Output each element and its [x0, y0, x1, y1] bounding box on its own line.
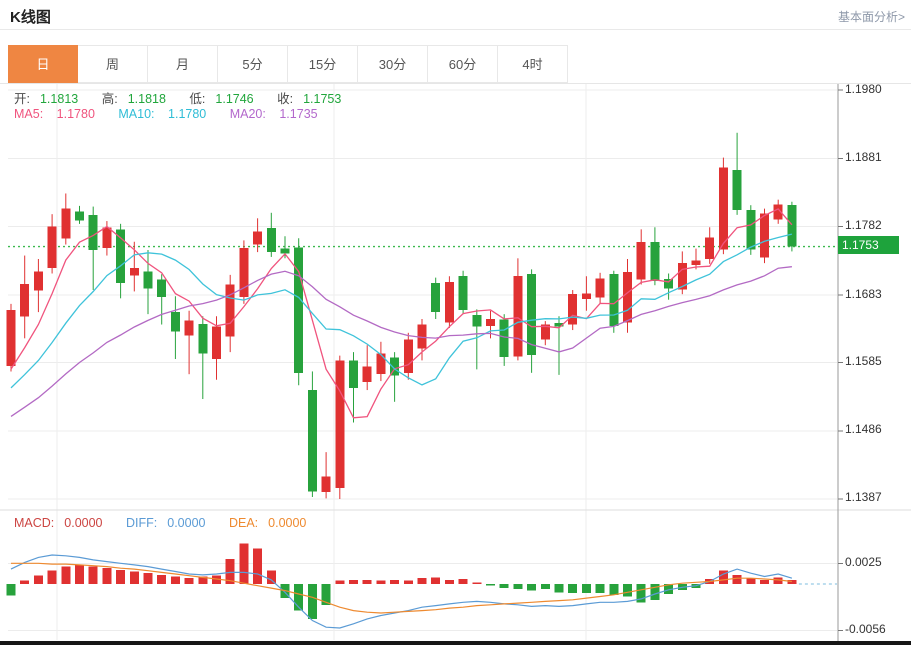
tab-15min[interactable]: 15分: [288, 45, 358, 83]
tab-week[interactable]: 周: [78, 45, 148, 83]
ma5-value: 1.1780: [56, 107, 95, 121]
close-value: 1.1753: [303, 92, 342, 106]
price-tick-label: 1.1782: [845, 218, 882, 232]
diff-label: DIFF:: [126, 516, 158, 530]
low-label: 低:: [189, 92, 206, 106]
price-tick-label: 1.1980: [845, 82, 882, 96]
ma-legend: MA5: 1.1780 MA10: 1.1780 MA20: 1.1735: [14, 107, 338, 121]
open-label: 开:: [14, 92, 30, 106]
bottom-border: [0, 641, 911, 645]
ohlc-legend: 开: 1.1813 高: 1.1818 低: 1.1746 收: 1.1753: [14, 88, 361, 107]
ma20-value: 1.1735: [279, 107, 318, 121]
diff-value: 0.0000: [167, 516, 206, 530]
low-value: 1.1746: [215, 92, 254, 106]
macd-legend: MACD: 0.0000 DIFF: 0.0000 DEA: 0.0000: [14, 516, 326, 530]
macd-tick-label: -0.0056: [845, 622, 886, 636]
price-tick-label: 1.1585: [845, 354, 882, 368]
high-value: 1.1818: [127, 92, 166, 106]
ma20-label: MA20:: [229, 107, 266, 121]
dea-value: 0.0000: [268, 516, 307, 530]
high-label: 高:: [101, 92, 118, 106]
price-tick-label: 1.1387: [845, 490, 882, 504]
tab-5min[interactable]: 5分: [218, 45, 288, 83]
ma10-label: MA10:: [118, 107, 155, 121]
tab-30min[interactable]: 30分: [358, 45, 428, 83]
open-value: 1.1813: [39, 92, 79, 106]
fundamental-analysis-link[interactable]: 基本面分析>: [837, 10, 905, 24]
price-tick-label: 1.1683: [845, 287, 882, 301]
dea-label: DEA:: [228, 516, 259, 530]
candlestick-chart-canvas[interactable]: [0, 84, 911, 645]
page-title: K线图: [10, 9, 51, 26]
ma10-value: 1.1780: [168, 107, 207, 121]
tabbar-divider: [0, 83, 911, 84]
tab-60min[interactable]: 60分: [428, 45, 498, 83]
page-header: K线图 基本面分析>: [0, 0, 911, 30]
tab-month[interactable]: 月: [148, 45, 218, 83]
tab-day[interactable]: 日: [8, 45, 78, 83]
tab-4hour[interactable]: 4时: [498, 45, 568, 83]
macd-value: 0.0000: [64, 516, 103, 530]
macd-label: MACD:: [14, 516, 55, 530]
close-label: 收:: [277, 92, 294, 106]
ma5-label: MA5:: [14, 107, 44, 121]
price-tick-label: 1.1486: [845, 422, 882, 436]
period-tab-bar: 日 周 月 5分 15分 30分 60分 4时: [8, 45, 568, 83]
macd-tick-label: 0.0025: [845, 555, 882, 569]
price-tick-label: 1.1881: [845, 150, 882, 164]
current-price-tag: 1.1753: [838, 236, 899, 254]
